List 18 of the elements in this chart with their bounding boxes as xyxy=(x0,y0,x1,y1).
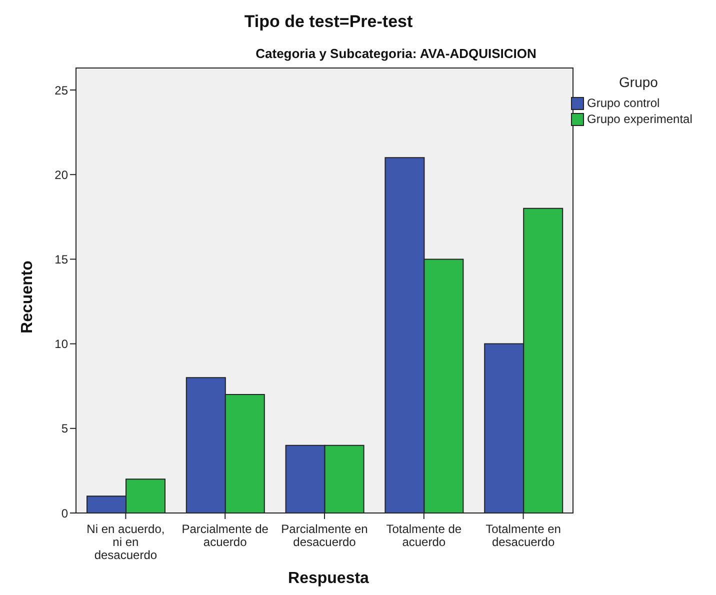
y-tick-label: 15 xyxy=(54,252,68,266)
x-tick-label: Ni en acuerdo, ni en desacuerdo xyxy=(86,522,165,562)
y-tick-label: 0 xyxy=(61,506,68,520)
x-tick-label: Totalmente en desacuerdo xyxy=(486,522,561,549)
legend-label: Grupo experimental xyxy=(586,112,694,126)
legend-title: Grupo xyxy=(618,74,659,90)
y-axis-title: Recuento xyxy=(19,260,37,336)
chart-title: Tipo de test=Pre-test xyxy=(243,12,414,32)
x-tick-label: Parcialmente de acuerdo xyxy=(182,522,269,549)
y-tick-label: 5 xyxy=(61,422,68,436)
x-tick-label: Parcialmente en desacuerdo xyxy=(281,522,368,549)
x-axis-title: Respuesta xyxy=(287,570,370,588)
y-tick-label: 10 xyxy=(54,337,68,352)
y-tick-label: 25 xyxy=(54,83,68,98)
chart-subtitle: Categoria y Subcategoria: AVA-ADQUISICION xyxy=(254,46,538,61)
legend-label: Grupo control xyxy=(586,96,661,110)
x-tick-label: Totalmente de acuerdo xyxy=(386,522,462,549)
y-tick-label: 20 xyxy=(54,168,68,182)
